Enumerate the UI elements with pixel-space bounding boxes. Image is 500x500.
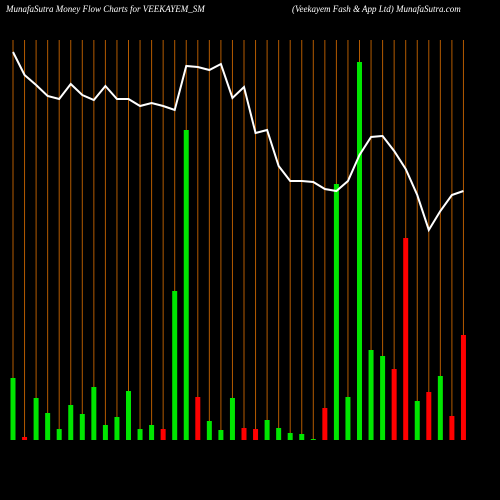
bar	[56, 429, 62, 440]
bar	[229, 398, 235, 440]
bar	[68, 405, 74, 440]
bar	[172, 291, 178, 440]
bar	[322, 408, 328, 440]
bar	[79, 414, 85, 440]
price-line	[12, 51, 464, 233]
bar	[102, 425, 108, 440]
bar	[195, 397, 201, 440]
bar	[10, 378, 16, 440]
bar	[299, 434, 305, 440]
bar	[380, 356, 386, 440]
bar	[45, 413, 51, 440]
chart-title: MunafaSutra Money Flow Charts for VEEKAY…	[5, 4, 205, 14]
bar	[264, 420, 270, 440]
bar	[114, 417, 120, 440]
bar	[91, 387, 97, 440]
bar	[345, 397, 351, 440]
bar	[253, 429, 259, 440]
bar	[403, 238, 409, 440]
bar	[287, 433, 293, 440]
bar	[137, 429, 143, 440]
bar	[449, 416, 455, 440]
bar	[310, 439, 316, 440]
bar	[276, 428, 282, 440]
bar	[460, 335, 466, 440]
bar	[206, 421, 212, 440]
bar	[414, 401, 420, 440]
bar	[357, 62, 362, 440]
bar	[160, 429, 166, 440]
bar	[368, 350, 374, 440]
bar	[22, 437, 28, 440]
bar	[183, 130, 189, 440]
bar	[33, 398, 39, 440]
bar	[241, 428, 247, 440]
bar	[426, 392, 432, 440]
chart-subtitle: (Veekayem Fash & App Ltd) MunafaSutra.co…	[292, 4, 461, 14]
bar	[391, 369, 397, 440]
bar	[437, 376, 443, 440]
bar	[126, 391, 131, 440]
bar	[149, 425, 155, 440]
bar	[218, 430, 224, 440]
bar	[333, 184, 339, 440]
